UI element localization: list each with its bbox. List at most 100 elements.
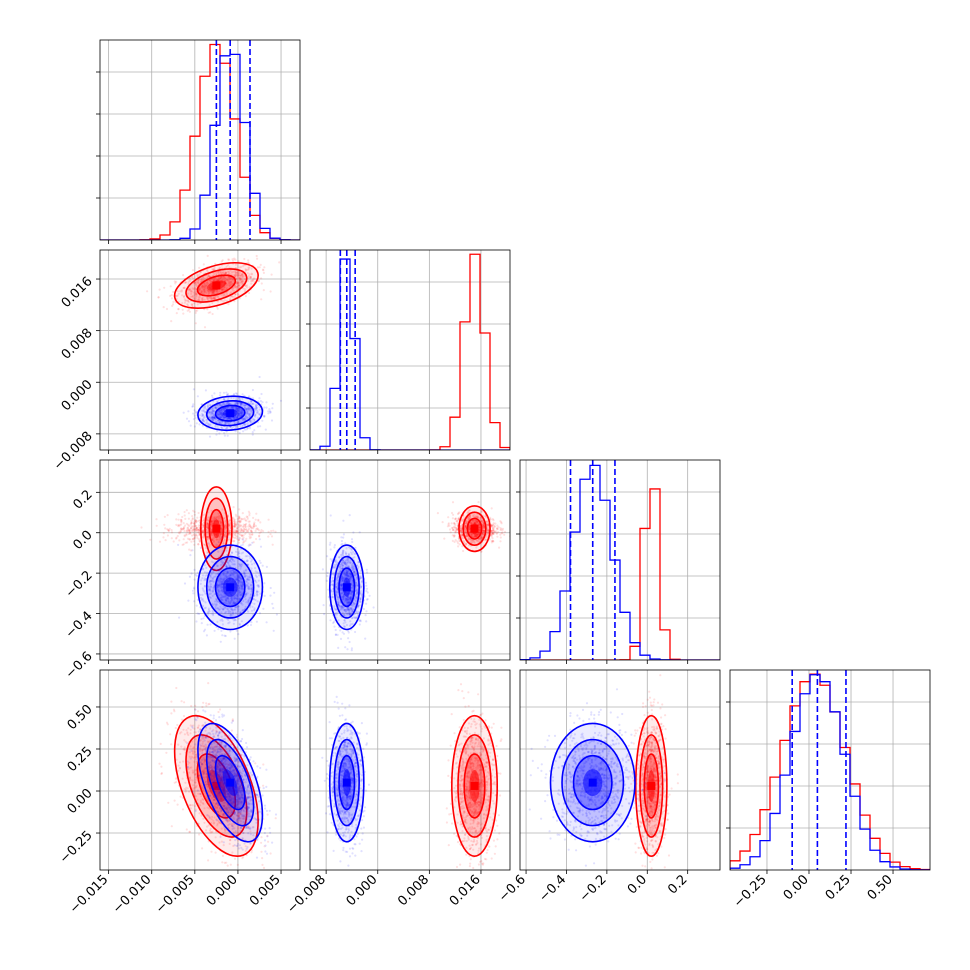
sample-point <box>214 295 217 298</box>
sample-point <box>170 529 173 532</box>
sample-point <box>192 525 195 528</box>
sample-point <box>195 293 198 296</box>
sample-point <box>219 533 222 536</box>
sample-point <box>185 828 188 831</box>
sample-point <box>251 279 254 282</box>
sample-point <box>262 784 265 787</box>
sample-point <box>205 526 208 529</box>
sample-point <box>241 265 245 268</box>
sample-point <box>222 294 225 297</box>
sample-point <box>232 518 235 521</box>
sample-point <box>227 276 231 279</box>
sample-point <box>158 762 161 765</box>
sample-point <box>190 530 193 533</box>
sample-point <box>235 530 239 533</box>
sample-point <box>240 280 244 283</box>
sample-point <box>202 524 205 527</box>
sample-point <box>176 723 179 727</box>
sample-point <box>220 531 223 535</box>
sample-point <box>245 286 248 289</box>
sample-point <box>194 292 198 295</box>
sample-point <box>177 308 180 311</box>
sample-point <box>210 520 213 523</box>
sample-point <box>257 280 260 283</box>
sample-point <box>197 278 200 281</box>
sample-point <box>193 513 196 516</box>
sample-point <box>202 518 205 521</box>
sample-point <box>454 740 457 743</box>
sample-point <box>194 283 197 286</box>
sample-point <box>162 306 165 309</box>
sample-point <box>190 527 193 530</box>
sample-point <box>212 268 215 271</box>
sample-point <box>182 527 185 530</box>
sample-point <box>195 283 198 286</box>
sample-point <box>486 532 489 536</box>
sample-point <box>223 277 226 280</box>
sample-point <box>220 260 223 263</box>
sample-point <box>447 774 450 778</box>
sample-point <box>482 529 486 533</box>
sample-point <box>162 536 165 539</box>
sample-point <box>202 701 205 704</box>
sample-point <box>205 523 208 527</box>
sample-point <box>213 516 216 519</box>
sample-point <box>215 289 218 293</box>
sample-point <box>256 257 259 260</box>
sample-point <box>237 277 240 280</box>
sample-point <box>211 533 214 537</box>
sample-point <box>459 529 463 532</box>
sample-point <box>233 524 236 528</box>
sample-point <box>190 540 193 543</box>
sample-point <box>256 528 260 531</box>
sample-point <box>221 299 224 302</box>
sample-point <box>655 854 659 857</box>
sample-point <box>219 532 222 536</box>
sample-point <box>244 539 247 542</box>
sample-point <box>676 773 679 776</box>
sample-point <box>468 526 471 529</box>
sample-point <box>481 529 485 532</box>
sample-point <box>197 524 200 527</box>
sample-point <box>175 312 178 315</box>
sample-point <box>197 543 200 546</box>
sample-point <box>248 514 251 517</box>
sample-point <box>167 529 170 532</box>
sample-point <box>155 518 158 521</box>
sample-point <box>187 301 190 304</box>
sample-point <box>240 281 243 284</box>
sample-point <box>207 682 210 685</box>
sample-point <box>192 529 195 532</box>
sample-point <box>663 866 666 869</box>
sample-point <box>174 777 177 780</box>
sample-point <box>453 540 456 544</box>
sample-point <box>188 524 191 528</box>
sample-point <box>239 282 242 285</box>
sample-point <box>194 311 197 314</box>
sample-point <box>165 721 169 724</box>
sample-point <box>448 528 452 531</box>
sample-point <box>247 275 250 278</box>
sample-point <box>166 514 169 517</box>
sample-point <box>178 532 181 535</box>
sample-point <box>183 534 186 537</box>
sample-point <box>481 521 484 524</box>
sample-point <box>194 290 197 293</box>
sample-point <box>205 284 208 287</box>
sample-point <box>469 862 472 865</box>
sample-point <box>217 535 221 539</box>
sample-point <box>219 278 222 281</box>
sample-point <box>193 528 196 531</box>
sample-point <box>217 710 220 714</box>
sample-point <box>232 531 235 534</box>
sample-point <box>239 274 242 277</box>
sample-point <box>478 530 481 534</box>
sample-point <box>177 307 180 311</box>
sample-point <box>454 517 457 521</box>
sample-point <box>186 526 189 529</box>
sample-point <box>175 537 178 540</box>
sample-point <box>237 282 240 285</box>
sample-point <box>492 722 495 725</box>
sample-point <box>186 303 189 306</box>
sample-point <box>211 522 214 526</box>
